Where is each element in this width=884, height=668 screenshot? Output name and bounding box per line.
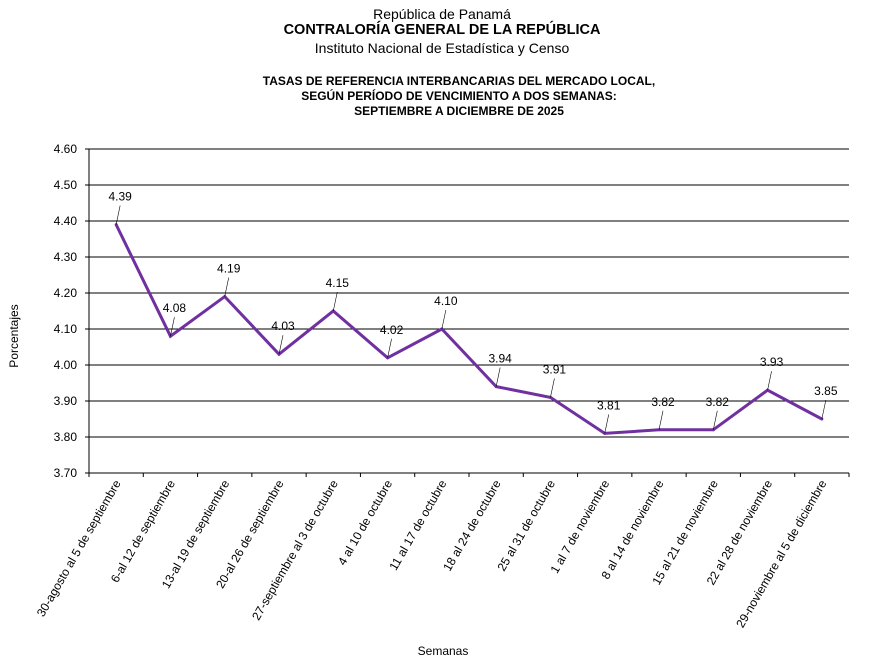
data-label-leader	[658, 410, 664, 430]
data-label: 3.94	[488, 352, 512, 366]
y-tick-label: 4.50	[54, 178, 78, 192]
data-label-leader	[441, 309, 447, 330]
data-label: 4.19	[217, 262, 241, 276]
chart-title-line-2: SEGÚN PERÍODO DE VENCIMIENTO A DOS SEMAN…	[301, 89, 617, 103]
data-label: 3.93	[760, 355, 784, 369]
data-label-leader	[115, 205, 121, 225]
data-label: 3.85	[814, 384, 838, 398]
x-tick-label: 4 al 10 de octubre	[335, 477, 395, 567]
series-line	[114, 223, 823, 435]
y-tick-label: 3.70	[54, 466, 78, 480]
data-label: 3.91	[543, 362, 567, 376]
data-labels: 4.39 4.08 4.19 4.03 4.15 4.02 4.10 3.94 3.91 3.81…	[108, 190, 838, 434]
data-label-leader	[495, 367, 501, 387]
y-tick-label: 4.40	[54, 214, 78, 228]
data-label-leader	[550, 378, 555, 398]
data-label: 4.39	[108, 190, 132, 204]
data-label-leader	[387, 338, 392, 358]
y-tick-labels: 3.70 3.80 3.90 4.00 4.10 4.20 4.30 4.40 4.50 4.60	[54, 142, 78, 480]
x-tick-label: 1 al 7 de noviembre	[547, 477, 612, 576]
x-tick-label: 25 al 31 de octubre	[495, 477, 559, 573]
data-label: 3.82	[706, 395, 730, 409]
chart-title-line-1: TASAS DE REFERENCIA INTERBANCARIAS DEL M…	[262, 74, 656, 88]
y-tick-label: 4.60	[54, 142, 78, 156]
data-label: 3.81	[597, 398, 621, 412]
data-label-leader	[821, 399, 827, 420]
y-tick-label: 4.20	[54, 286, 78, 300]
x-tick-label: 18 al 24 de octubre	[440, 477, 504, 573]
header-institution: CONTRALORÍA GENERAL DE LA REPÚBLICA	[283, 22, 601, 38]
y-tick-label: 4.30	[54, 250, 78, 264]
x-axis-label: Semanas	[418, 644, 469, 658]
data-label-leader	[332, 291, 338, 312]
data-label-leader	[224, 277, 230, 297]
data-label-leader	[712, 410, 718, 430]
x-tick-label: 11 al 17 de octubre	[386, 477, 449, 572]
x-tick-label: 29-noviembre al 5 de diciembre	[733, 477, 829, 630]
y-tick-label: 4.00	[54, 358, 78, 372]
data-label: 4.10	[434, 294, 458, 308]
chart-title-line-3: SEPTIEMBRE A DICIEMBRE DE 2025	[354, 104, 564, 118]
data-label: 4.02	[380, 323, 404, 337]
data-label: 4.08	[163, 301, 187, 315]
y-axis-label: Porcentajes	[7, 304, 21, 367]
header-institute: Instituto Nacional de Estadística y Cens…	[314, 40, 570, 56]
header-country: República de Panamá	[373, 6, 511, 22]
data-label: 4.03	[271, 319, 295, 333]
y-tick-label: 3.80	[54, 430, 78, 444]
x-tick-label: 30-agosto al 5 de septiembre	[34, 477, 124, 619]
data-label: 4.15	[326, 276, 350, 290]
x-tick-label: 8 al 14 de noviembre	[598, 477, 666, 581]
y-tick-label: 4.10	[54, 322, 78, 336]
axes	[85, 148, 850, 477]
data-label-leader	[767, 371, 772, 391]
data-label-leader	[604, 414, 610, 434]
data-label-leader	[278, 335, 284, 355]
y-tick-label: 3.90	[54, 394, 78, 408]
data-label: 3.82	[651, 395, 675, 409]
data-label-leader	[170, 317, 175, 337]
